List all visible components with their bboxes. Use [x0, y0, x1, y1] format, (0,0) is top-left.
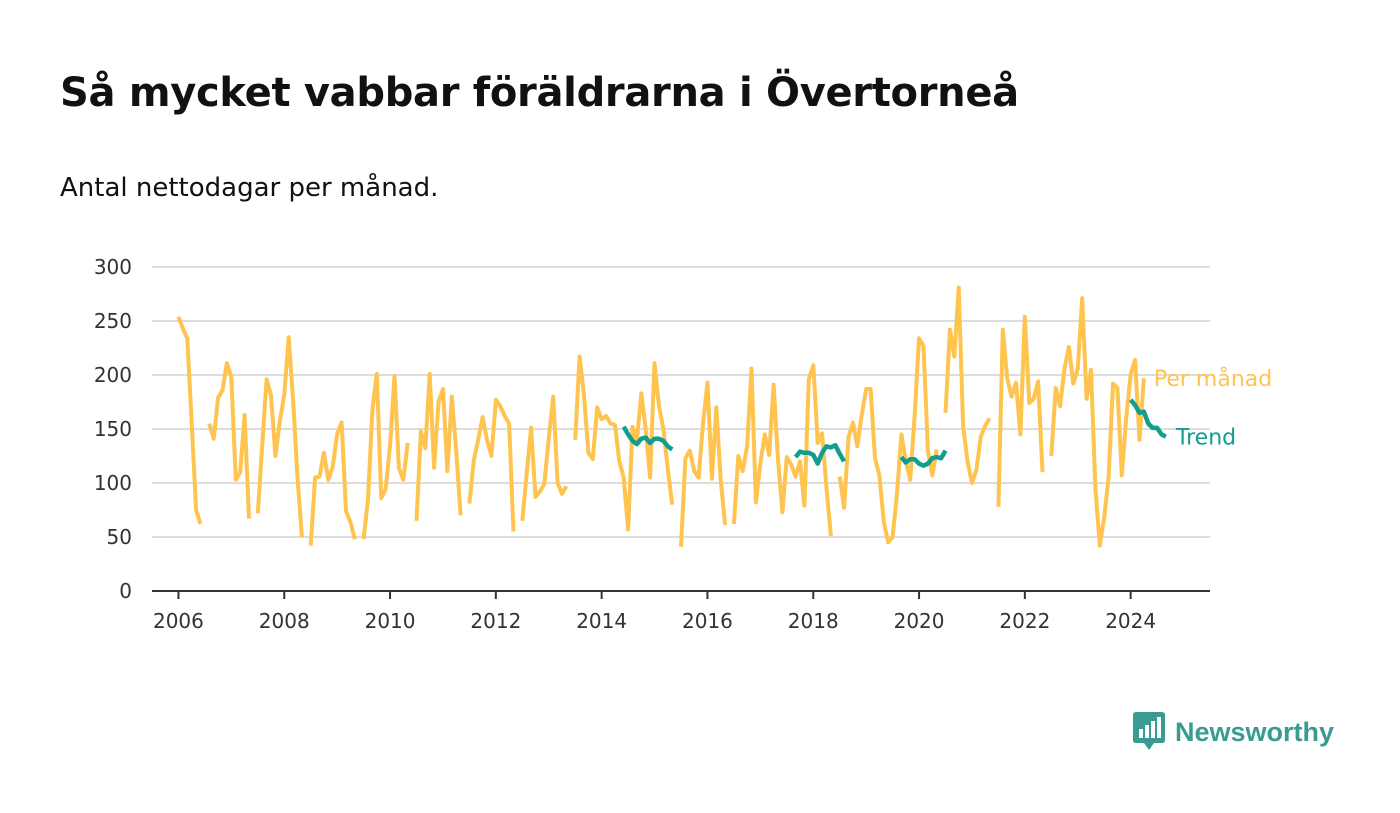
chart-subtitle: Antal nettodagar per månad.	[60, 173, 439, 203]
y-tick-label: 100	[94, 471, 132, 495]
x-tick-label: 2022	[999, 609, 1050, 633]
x-tick-label: 2018	[788, 609, 839, 633]
x-tick-label: 2016	[682, 609, 733, 633]
newsworthy-logo-icon	[1133, 712, 1165, 750]
grid-lines	[152, 266, 1210, 538]
series-line-trend	[621, 398, 1167, 468]
x-tick-label: 2024	[1105, 609, 1156, 633]
brand-name: Newsworthy	[1175, 716, 1335, 747]
x-tick-label: 2020	[894, 609, 945, 633]
x-tick-label: 2010	[365, 609, 416, 633]
x-tick-label: 2006	[153, 609, 204, 633]
series-lines	[176, 285, 1167, 548]
y-tick-label: 50	[107, 525, 132, 549]
series-line-monthly	[176, 285, 1146, 548]
y-tick-label: 250	[94, 309, 132, 333]
y-tick-label: 300	[94, 255, 132, 279]
x-tick-label: 2014	[576, 609, 627, 633]
y-axis-ticks: 0 50 100 150 200 250 300	[94, 255, 132, 603]
y-tick-label: 0	[119, 579, 132, 603]
x-axis-ticks: 2006 2008 2010 2012 2014 2016 2018 2020 2022 2024	[152, 590, 1210, 633]
brand: Newsworthy	[1133, 712, 1334, 752]
x-tick-label: 2012	[470, 609, 521, 633]
series-label-monthly: Per månad	[1154, 366, 1272, 392]
series-label-trend: Trend	[1175, 426, 1236, 451]
x-tick-label: 2008	[259, 609, 310, 633]
y-tick-label: 150	[94, 417, 132, 441]
series-labels: Per månad Trend	[1154, 366, 1272, 450]
chart-title: Så mycket vabbar föräldrarna i Övertorne…	[60, 70, 1019, 116]
y-tick-label: 200	[94, 363, 132, 387]
